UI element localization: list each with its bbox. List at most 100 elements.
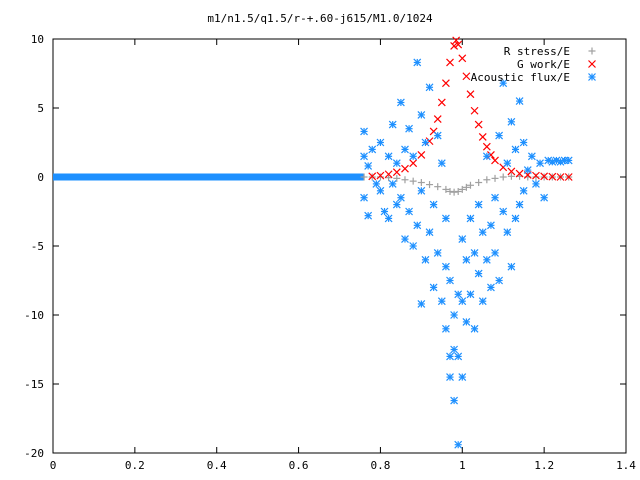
data-point <box>401 176 409 184</box>
data-point <box>393 174 401 182</box>
data-point <box>523 166 532 175</box>
legend-marker <box>588 60 596 68</box>
data-point <box>413 58 422 67</box>
data-point <box>441 324 450 333</box>
data-point <box>442 185 450 193</box>
x-tick-label: 0.2 <box>125 459 145 472</box>
data-point <box>446 352 454 361</box>
axis-ticks: 0 0.2 0.4 0.6 0.8 1 1.2 1.4 10 5 0 -5 -10 -15 -20 <box>24 33 636 472</box>
data-point <box>450 188 458 196</box>
data-point <box>446 187 454 195</box>
data-point <box>491 248 499 257</box>
data-point <box>458 235 467 244</box>
data-point <box>466 90 475 99</box>
data-point <box>385 174 393 182</box>
data-point <box>360 127 368 136</box>
chart-title: m1/n1.5/q1.5/r-+.60-j615/M1.0/1024 <box>207 12 433 25</box>
data-point <box>511 145 520 154</box>
data-point <box>487 221 495 230</box>
data-point <box>556 173 565 181</box>
data-point <box>417 300 426 308</box>
data-point <box>458 373 467 382</box>
data-point <box>376 138 385 147</box>
data-point <box>482 142 491 151</box>
legend-label: R stress/E <box>504 45 570 58</box>
data-point <box>437 98 446 107</box>
legend-label: G work/E <box>517 58 570 71</box>
data-point <box>392 159 401 168</box>
data-point <box>503 159 512 168</box>
x-tick-label: 0.8 <box>370 459 390 472</box>
data-point <box>474 120 483 129</box>
data-point <box>462 255 471 264</box>
data-point <box>466 181 474 189</box>
data-point <box>483 176 491 184</box>
data-point <box>462 317 471 326</box>
data-point <box>392 168 401 177</box>
data-point <box>519 138 528 147</box>
data-point <box>454 40 463 49</box>
data-point <box>515 97 524 106</box>
x-tick-label: 1.4 <box>616 459 636 472</box>
data-point <box>507 117 516 126</box>
data-point <box>515 200 524 209</box>
x-tick-label: 0.6 <box>289 459 309 472</box>
data-point <box>409 242 418 250</box>
data-point <box>441 262 450 271</box>
data-point <box>388 120 397 129</box>
data-point <box>380 207 389 216</box>
legend-marker <box>588 73 596 81</box>
legend-marker <box>588 47 596 55</box>
data-point <box>401 145 409 154</box>
data-point <box>405 207 414 216</box>
data-point <box>458 185 466 193</box>
data-point <box>433 248 442 257</box>
data-point <box>511 214 520 223</box>
data-point <box>364 162 373 170</box>
data-point <box>536 159 544 168</box>
data-point <box>368 145 377 154</box>
data-point <box>421 138 430 147</box>
data-point <box>450 311 459 319</box>
data-point <box>409 177 417 185</box>
data-point <box>540 193 549 202</box>
data-point <box>458 54 467 63</box>
data-point <box>470 106 479 115</box>
data-series <box>53 36 573 449</box>
data-point <box>417 179 425 187</box>
data-point <box>437 297 446 306</box>
data-point <box>405 124 414 133</box>
data-point <box>441 214 450 223</box>
data-point <box>495 131 504 140</box>
data-point <box>507 262 516 271</box>
y-tick-label: 0 <box>37 171 44 184</box>
data-point <box>360 193 368 202</box>
data-point <box>507 172 515 180</box>
data-point <box>376 186 385 195</box>
data-point <box>437 159 446 168</box>
y-tick-label: -5 <box>31 240 44 253</box>
data-point <box>417 186 426 195</box>
data-point <box>426 181 434 189</box>
data-point <box>450 345 459 354</box>
data-point <box>491 174 499 182</box>
data-point <box>519 186 528 195</box>
data-point <box>368 172 377 181</box>
x-tick-label: 0.4 <box>207 459 227 472</box>
data-point <box>364 211 373 220</box>
data-point <box>384 170 393 179</box>
data-point <box>421 255 430 264</box>
data-point <box>466 290 475 299</box>
data-point <box>499 207 508 216</box>
data-point <box>360 173 368 181</box>
legend-label: Acoustic flux/E <box>471 71 570 84</box>
plot-frame <box>52 38 627 454</box>
data-point <box>446 58 454 67</box>
data-point <box>434 183 442 191</box>
data-point <box>487 283 495 292</box>
data-point <box>433 115 442 123</box>
data-point <box>532 171 540 180</box>
data-point <box>475 179 483 187</box>
data-point <box>446 373 454 382</box>
axes <box>52 38 627 454</box>
